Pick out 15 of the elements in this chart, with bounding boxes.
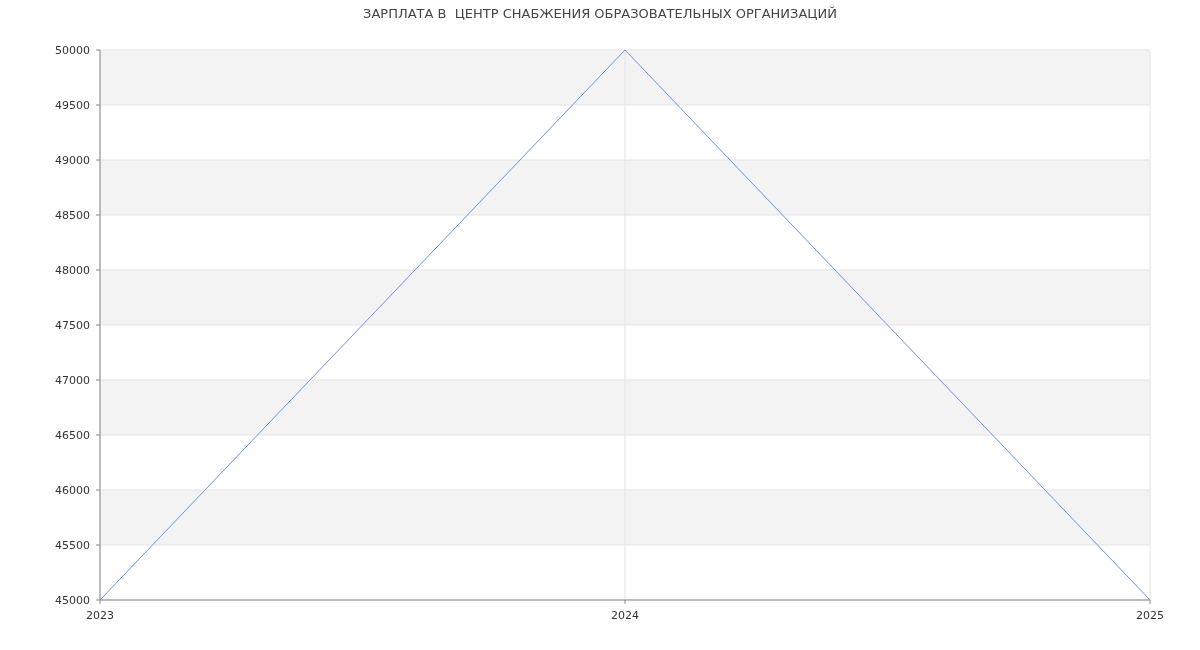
y-tick-label: 46000 xyxy=(55,483,90,497)
y-tick-label: 45500 xyxy=(55,538,90,552)
x-tick-label: 2023 xyxy=(86,609,114,622)
y-tick-label: 49000 xyxy=(55,153,90,167)
y-tick-label: 47000 xyxy=(55,373,90,387)
y-tick-label: 50000 xyxy=(55,43,90,57)
y-tick-label: 46500 xyxy=(55,428,90,442)
chart-title: ЗАРПЛАТА В ЦЕНТР СНАБЖЕНИЯ ОБРАЗОВАТЕЛЬНЫХ ОРГАНИЗАЦИЙ xyxy=(363,6,837,21)
x-tick-label: 2025 xyxy=(1136,609,1164,622)
y-tick-label: 48000 xyxy=(55,263,90,277)
y-tick-label: 48500 xyxy=(55,208,90,222)
x-tick-label: 2024 xyxy=(611,609,639,622)
y-tick-label: 45000 xyxy=(55,593,90,607)
y-tick-label: 49500 xyxy=(55,98,90,112)
y-tick-label: 47500 xyxy=(55,318,90,332)
